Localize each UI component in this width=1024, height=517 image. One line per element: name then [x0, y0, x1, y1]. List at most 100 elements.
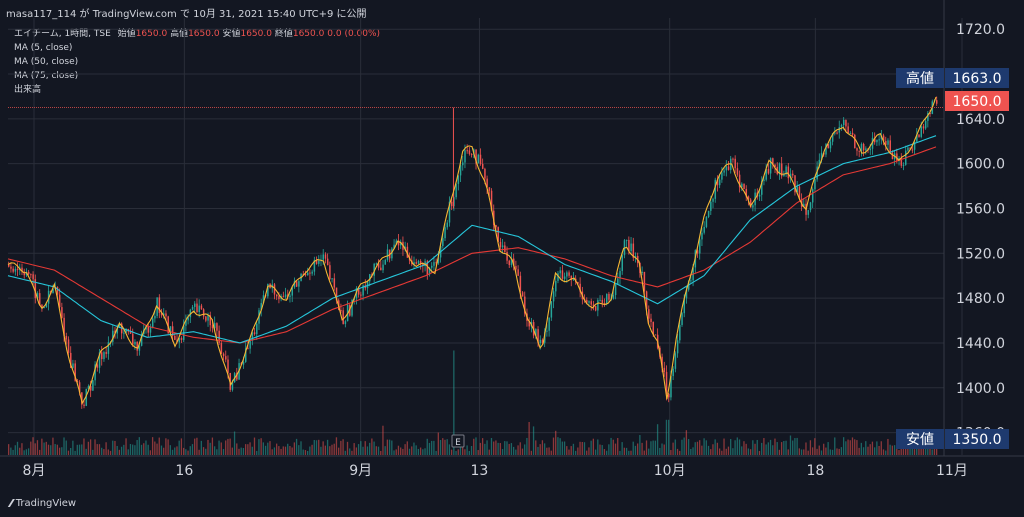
candle-body [603, 303, 606, 305]
volume-bar [643, 450, 645, 455]
candle-body [218, 330, 220, 344]
volume-bar [402, 448, 404, 455]
candle-body [612, 295, 615, 299]
candle-body [510, 258, 513, 266]
candle-body [501, 245, 504, 248]
candle-body [652, 321, 655, 335]
volume-bar [417, 448, 420, 455]
volume-bar [871, 441, 874, 455]
volume-bar [326, 439, 329, 455]
volume-bar [114, 440, 116, 455]
candle-body [690, 280, 692, 282]
tradingview-logo[interactable]: ⁄⁄ TradingView [10, 497, 76, 510]
candle-body [592, 304, 595, 307]
volume-bar [605, 450, 608, 455]
candle-body [10, 266, 12, 269]
volume-bar [741, 446, 743, 455]
candle-body [761, 180, 763, 195]
volume-bar [132, 444, 134, 455]
low-badge: 安値 1350.0 [896, 429, 1009, 449]
indicator-ma50[interactable]: MA (50, close) [14, 57, 79, 67]
volume-bar [377, 446, 380, 455]
earnings-event-marker[interactable]: E [451, 434, 465, 448]
candle-body [391, 248, 393, 259]
candle-body [570, 275, 573, 281]
symbol-name: エイチーム, 1時間, TSE [14, 29, 111, 39]
candle-body [539, 339, 542, 344]
volume-bar [876, 441, 878, 455]
candle-body [924, 120, 927, 129]
candle-body [89, 386, 92, 391]
change-pct: (0.00%) [344, 29, 381, 39]
change-value: 0.0 [327, 29, 342, 39]
volume-bar [72, 440, 74, 455]
volume-bar [185, 449, 187, 455]
volume-bar [896, 443, 898, 455]
volume-bar [612, 439, 614, 455]
candle-body [811, 189, 814, 203]
candle-body [807, 210, 810, 215]
volume-bar [284, 446, 287, 455]
indicator-ma75[interactable]: MA (75, close) [14, 71, 79, 81]
candle-body [107, 342, 110, 354]
candle-body [216, 323, 218, 331]
candle-body [900, 158, 903, 166]
volume-bar [448, 444, 451, 455]
volume-bar [25, 449, 28, 455]
volume-bar [645, 440, 648, 455]
volume-bar [329, 446, 331, 455]
volume-bar [537, 446, 539, 455]
volume-bar [395, 449, 397, 455]
volume-bar [546, 447, 548, 455]
volume-bar [681, 439, 683, 455]
volume-bar [165, 438, 167, 455]
volume-bar [125, 438, 127, 455]
y-tick-label: 1440.0 [956, 336, 1005, 352]
volume-bar [43, 442, 45, 455]
volume-bar [101, 447, 103, 455]
candle-body [251, 332, 254, 341]
volume-bar [504, 441, 506, 455]
indicator-ma5[interactable]: MA (5, close) [14, 43, 73, 53]
volume-bar [240, 447, 242, 455]
volume-bar [280, 448, 282, 455]
volume-bar [366, 446, 369, 455]
last-price-badge: 1650.0 [945, 91, 1009, 111]
volume-bar [679, 450, 681, 455]
volume-bar [900, 443, 902, 455]
volume-bar [597, 439, 599, 455]
volume-bar [674, 439, 676, 455]
volume-bar [541, 440, 544, 455]
candle-body [621, 255, 623, 271]
volume-bar [397, 445, 400, 455]
volume-bar [774, 438, 776, 455]
candle-body [442, 238, 444, 247]
volume-bar [490, 437, 493, 455]
candle-body [712, 198, 714, 202]
volume-bar [375, 446, 377, 455]
event-marker-box[interactable] [451, 434, 465, 448]
volume-bar [617, 438, 619, 455]
candle-body [450, 201, 453, 207]
candle-body [909, 147, 911, 150]
candle-body [668, 393, 670, 398]
candle-body [889, 140, 891, 153]
candle-body [23, 271, 26, 276]
candle-body [455, 183, 457, 198]
candle-body [741, 183, 743, 188]
volume-bar [147, 444, 149, 455]
high-badge-label: 高値 [906, 70, 934, 87]
volume-bar [499, 443, 501, 455]
x-tick-label: 13 [471, 463, 489, 479]
volume-bar [236, 443, 238, 455]
candle-body [437, 257, 440, 264]
indicator-volume[interactable]: 出来高 [14, 85, 42, 95]
candle-body [151, 318, 154, 328]
volume-bar [552, 437, 555, 455]
volume-bar [426, 438, 428, 455]
volume-bar [369, 442, 371, 455]
candle-body [83, 404, 85, 406]
candle-body [87, 386, 90, 389]
candle-body [614, 284, 617, 296]
